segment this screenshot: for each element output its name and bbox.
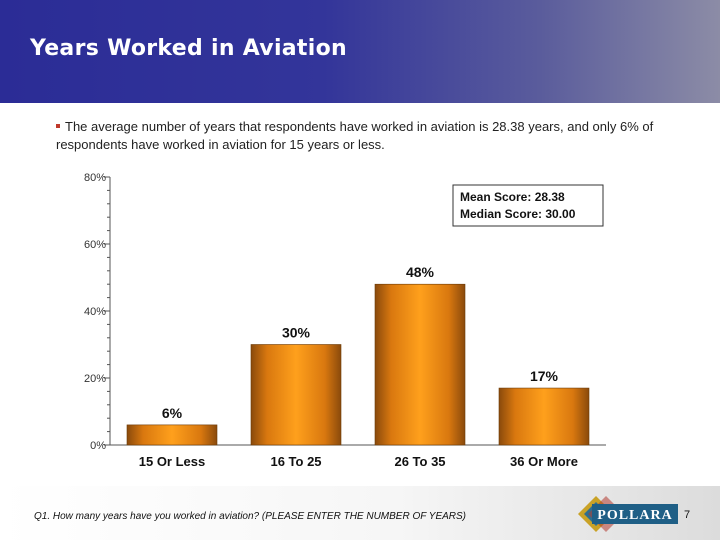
slide-title: Years Worked in Aviation	[30, 36, 347, 61]
question-text: Q1. How many years have you worked in av…	[34, 511, 467, 522]
logo-wordmark: POLLARA	[597, 508, 672, 523]
pollara-logo: POLLARA	[578, 496, 678, 532]
median-score-label: Median Score: 30.00	[460, 207, 576, 221]
bar-chart: 0% 20% 40% 60% 80% 6% 30% 48% 17% 15 Or Less 16 …	[84, 172, 606, 469]
x-tick-label: 16 To 25	[270, 454, 321, 469]
score-box: Mean Score: 28.38 Median Score: 30.00	[452, 184, 604, 227]
bar-value-label: 17%	[530, 368, 559, 384]
bar-value-label: 48%	[406, 264, 435, 280]
y-tick-label: 40%	[84, 306, 106, 318]
bar-value-label: 30%	[282, 325, 311, 341]
bar-value-label: 6%	[162, 405, 183, 421]
x-tick-label: 36 Or More	[510, 454, 578, 469]
y-tick-label: 80%	[84, 172, 106, 184]
bar-series	[126, 283, 590, 446]
bar	[374, 283, 466, 446]
mean-score-label: Mean Score: 28.38	[460, 190, 565, 204]
bullet-point: The average number of years that respond…	[56, 118, 676, 154]
bullet-text: The average number of years that respond…	[56, 119, 654, 152]
x-tick-label: 26 To 35	[394, 454, 445, 469]
value-labels: 6% 30% 48% 17%	[162, 264, 559, 421]
y-tick-label: 0%	[90, 440, 106, 452]
y-tick-label: 60%	[84, 239, 106, 251]
x-tick-label: 15 Or Less	[139, 454, 206, 469]
y-axis-ticks: 0% 20% 40% 60% 80%	[84, 172, 110, 452]
x-axis-labels: 15 Or Less 16 To 25 26 To 35 36 Or More	[139, 454, 578, 469]
bar	[126, 424, 218, 446]
y-tick-label: 20%	[84, 373, 106, 385]
bar	[250, 344, 342, 446]
bar	[498, 387, 590, 446]
title-bar: Years Worked in Aviation	[0, 0, 720, 103]
score-box-frame	[452, 184, 604, 227]
bullet-icon	[56, 123, 60, 128]
page-number: 7	[684, 509, 691, 521]
